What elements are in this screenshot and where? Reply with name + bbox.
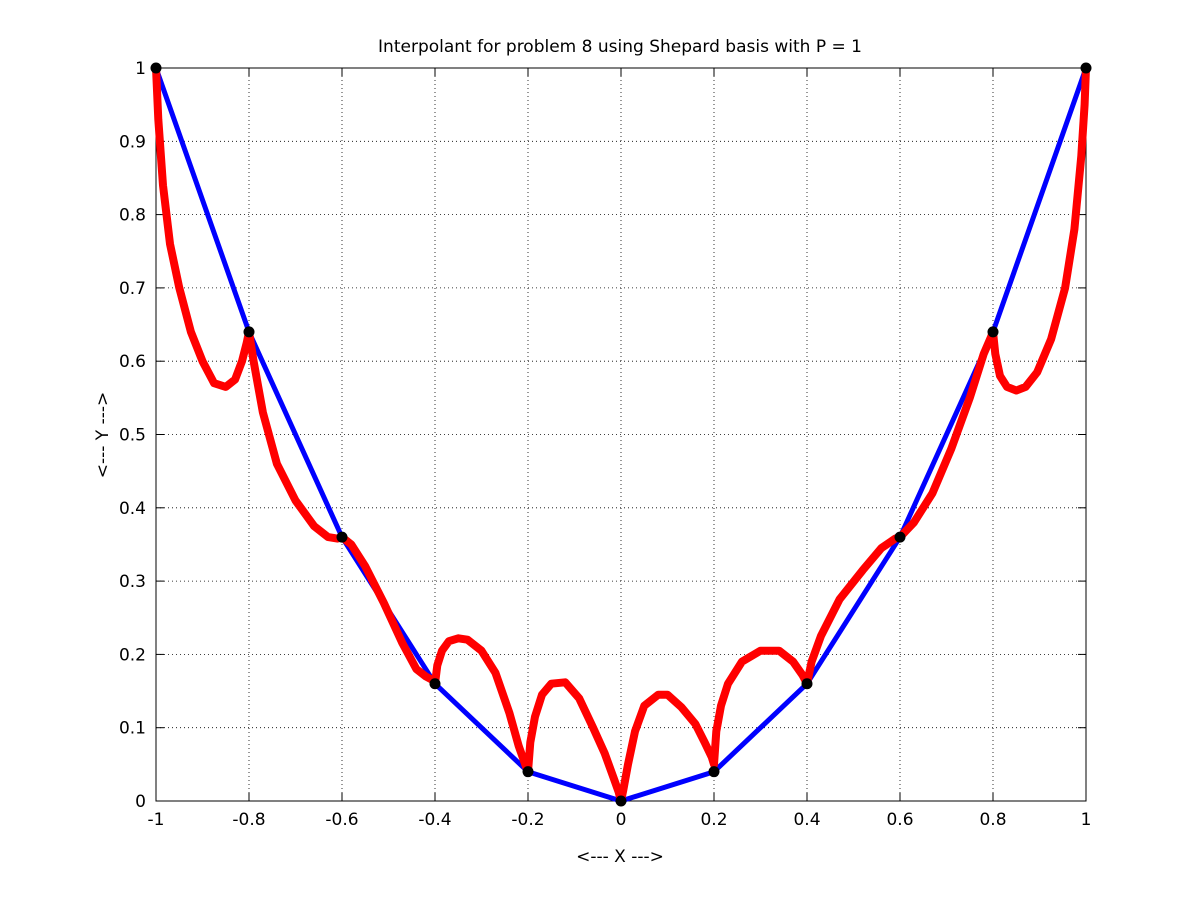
y-tick-label: 0 — [135, 792, 146, 812]
x-axis-label: <--- X ---> — [576, 847, 664, 867]
x-tick-label: -1 — [148, 810, 165, 830]
data-node-marker — [336, 531, 348, 543]
y-tick-label: 0.4 — [119, 499, 146, 519]
data-node-marker — [708, 766, 720, 778]
data-nodes — [150, 62, 1092, 807]
y-tick-label: 0.2 — [119, 645, 146, 665]
data-node-marker — [894, 531, 906, 543]
y-tick-label: 0.1 — [119, 719, 146, 739]
x-tick-label: -0.6 — [325, 810, 358, 830]
y-axis-label: <--- Y ---> — [93, 392, 113, 479]
data-node-marker — [801, 678, 813, 690]
data-node-marker — [1080, 62, 1092, 74]
x-tick-label: -0.8 — [232, 810, 265, 830]
data-node-marker — [615, 795, 627, 807]
x-tick-label: 0 — [616, 810, 627, 830]
y-tick-label: 0.7 — [119, 279, 146, 299]
data-node-marker — [243, 326, 255, 338]
data-node-marker — [522, 766, 534, 778]
chart-title: Interpolant for problem 8 using Shepard … — [378, 37, 862, 57]
x-tick-label: 0.4 — [793, 810, 820, 830]
x-tick-label: 0.8 — [979, 810, 1006, 830]
x-tick-labels: -1 -0.8 -0.6 -0.4 -0.2 0 0.2 0.4 0.6 0.8 1 — [148, 810, 1092, 830]
data-node-marker — [987, 326, 999, 338]
x-tick-label: 1 — [1081, 810, 1092, 830]
data-node-marker — [429, 678, 441, 690]
y-tick-label: 0.9 — [119, 132, 146, 152]
y-tick-label: 0.8 — [119, 206, 146, 226]
x-tick-label: -0.4 — [418, 810, 451, 830]
x-tick-label: 0.2 — [700, 810, 727, 830]
data-node-marker — [150, 62, 162, 74]
x-tick-label: 0.6 — [886, 810, 913, 830]
y-tick-label: 0.6 — [119, 352, 146, 372]
y-tick-labels: 0 0.1 0.2 0.3 0.4 0.5 0.6 0.7 0.8 0.9 1 — [119, 59, 146, 812]
red-series-line — [152, 64, 1090, 805]
x-tick-label: -0.2 — [511, 810, 544, 830]
y-tick-label: 0.3 — [119, 572, 146, 592]
y-tick-label: 0.5 — [119, 426, 146, 446]
y-tick-label: 1 — [135, 59, 146, 79]
